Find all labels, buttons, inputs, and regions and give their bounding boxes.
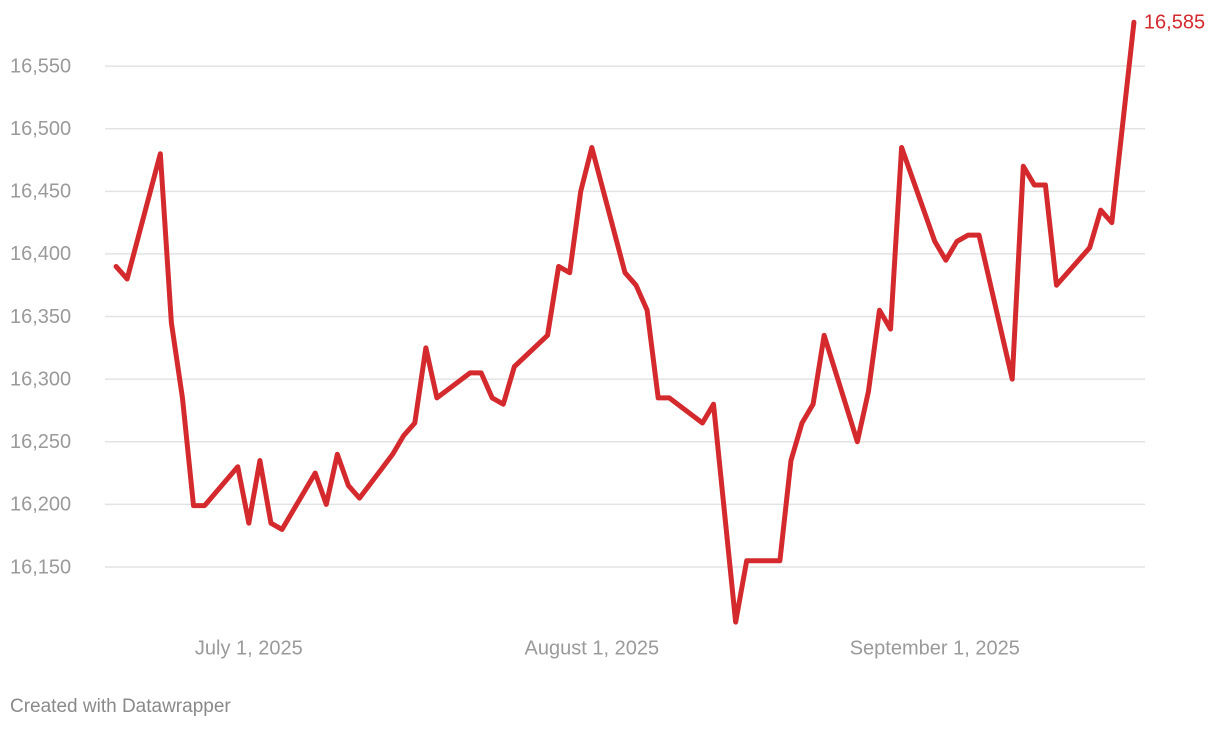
value-label: 16,585 [1144, 12, 1205, 34]
footer-credit: Created with Datawrapper [10, 696, 231, 717]
y-tick-label: 16,450 [10, 181, 71, 203]
y-tick-label: 16,550 [10, 55, 71, 77]
y-tick-label: 16,300 [10, 368, 71, 390]
y-tick-label: 16,200 [10, 494, 71, 516]
x-tick-label: July 1, 2025 [195, 637, 303, 659]
y-tick-label: 16,150 [10, 556, 71, 578]
x-tick-label: August 1, 2025 [525, 637, 660, 659]
y-tick-label: 16,250 [10, 431, 71, 453]
line-series [113, 19, 1137, 625]
y-tick-label: 16,500 [10, 118, 71, 140]
x-tick-label: September 1, 2025 [850, 637, 1020, 659]
y-tick-label: 16,350 [10, 306, 71, 328]
y-tick-label: 16,400 [10, 243, 71, 265]
